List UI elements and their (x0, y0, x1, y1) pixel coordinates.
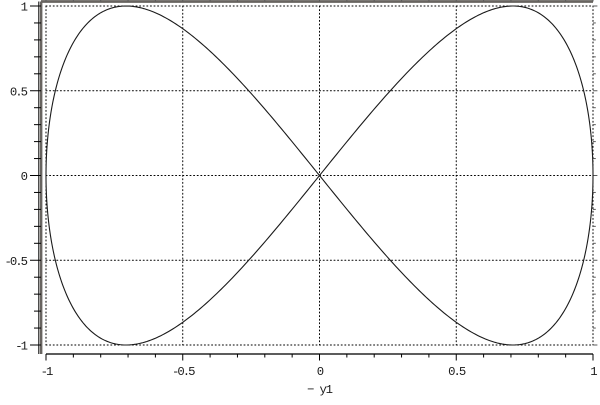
svg-text:-1: -1 (41, 365, 53, 379)
svg-text:− y1: − y1 (307, 383, 333, 397)
svg-text:0.5: 0.5 (448, 365, 466, 379)
svg-text:-1: -1 (15, 340, 27, 354)
svg-text:0.5: 0.5 (10, 85, 28, 99)
svg-text:-0.5: -0.5 (172, 365, 195, 379)
svg-text:-0.5: -0.5 (4, 255, 27, 269)
